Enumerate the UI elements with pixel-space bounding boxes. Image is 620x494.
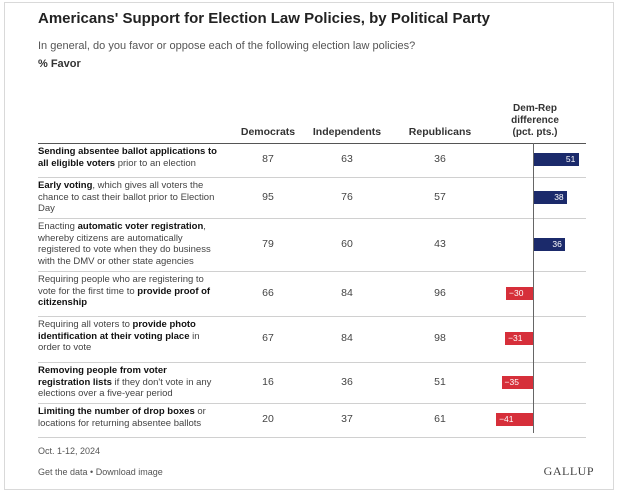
difference-bar-label: 36	[552, 239, 562, 249]
difference-bar	[505, 332, 533, 345]
policy-label-text: , whereby citizens are automatically reg…	[38, 221, 211, 267]
download-image-link[interactable]: Download image	[95, 467, 163, 477]
policy-label: Limiting the number of drop boxes or loc…	[38, 406, 218, 429]
difference-bar-label: −31	[508, 333, 523, 343]
row-divider	[38, 271, 586, 272]
column-header-democrats: Democrats	[240, 126, 296, 138]
policy-label-text: in order to vote	[38, 330, 200, 354]
difference-bar	[533, 238, 566, 251]
policy-label-text: Enacting	[38, 221, 78, 232]
policy-label-emphasis: provide photo identification at their vo…	[38, 319, 196, 342]
header-divider	[38, 143, 586, 144]
difference-bar	[533, 153, 579, 166]
footer-links: Get the data • Download image	[38, 467, 163, 477]
policy-label-emphasis: provide proof of citizenship	[38, 285, 211, 309]
difference-zero-axis	[533, 143, 534, 433]
table-row: Enacting automatic voter registration, w…	[38, 218, 586, 271]
get-data-link[interactable]: Get the data	[38, 467, 88, 477]
difference-bar	[506, 287, 533, 300]
value-dem: 20	[262, 413, 274, 425]
table-row: Limiting the number of drop boxes or loc…	[38, 403, 586, 437]
value-dem: 16	[262, 376, 274, 388]
footer-separator: •	[87, 467, 96, 477]
chart-subtitle: In general, do you favor or oppose each …	[38, 40, 416, 52]
policy-label-text: Requiring all voters to	[38, 319, 133, 330]
policy-label-emphasis: Early voting	[38, 180, 93, 191]
difference-bar	[496, 413, 533, 426]
policy-label: Removing people from voter registration …	[38, 365, 218, 400]
value-ind: 84	[341, 332, 353, 344]
value-dem: 79	[262, 238, 274, 250]
value-ind: 84	[341, 287, 353, 299]
value-rep: 36	[434, 153, 446, 165]
unit-label: % Favor	[38, 58, 81, 70]
difference-bar-label: −35	[504, 377, 519, 387]
value-rep: 57	[434, 191, 446, 203]
value-rep: 43	[434, 238, 446, 250]
value-rep: 61	[434, 413, 446, 425]
survey-date: Oct. 1-12, 2024	[38, 446, 101, 456]
value-dem: 67	[262, 332, 274, 344]
value-ind: 63	[341, 153, 353, 165]
gallup-logo: GALLUP	[543, 464, 594, 478]
value-ind: 36	[341, 376, 353, 388]
policy-label-emphasis: Removing people from voter registration …	[38, 365, 167, 388]
policy-label-text: , which gives all voters the chance to c…	[38, 180, 215, 214]
difference-header-line: Dem-Rep	[513, 103, 557, 114]
column-header-difference: Dem-Rep difference (pct. pts.)	[490, 103, 580, 139]
difference-bar	[533, 191, 568, 204]
policy-label-text: prior to an election	[115, 157, 196, 169]
difference-header-line: (pct. pts.)	[512, 127, 558, 138]
value-rep: 96	[434, 287, 446, 299]
policy-label-text: Requiring people who are registering to …	[38, 274, 204, 297]
difference-bar	[501, 376, 533, 389]
table-row: Early voting, which gives all voters the…	[38, 177, 586, 218]
value-dem: 66	[262, 287, 274, 299]
difference-bar-label: −41	[499, 414, 514, 424]
policy-label-emphasis: Sending absentee ballot applications to …	[38, 146, 217, 169]
policy-label: Enacting automatic voter registration, w…	[38, 221, 218, 267]
value-ind: 37	[341, 413, 353, 425]
policy-label-text: if they don't vote in any elections over…	[38, 376, 212, 400]
policy-label: Sending absentee ballot applications to …	[38, 146, 218, 169]
table-row: Removing people from voter registration …	[38, 362, 586, 403]
policy-label: Early voting, which gives all voters the…	[38, 180, 218, 215]
row-divider	[38, 437, 586, 438]
value-ind: 76	[341, 191, 353, 203]
difference-bar-label: 38	[554, 192, 564, 202]
table-row: Sending absentee ballot applications to …	[38, 143, 586, 177]
policy-label: Requiring people who are registering to …	[38, 274, 218, 309]
column-header-independents: Independents	[312, 126, 382, 138]
column-header-republicans: Republicans	[408, 126, 472, 138]
value-rep: 51	[434, 376, 446, 388]
value-ind: 60	[341, 238, 353, 250]
policy-label-emphasis: Limiting the number of drop boxes	[38, 406, 195, 417]
row-divider	[38, 218, 586, 219]
chart-frame	[4, 2, 614, 490]
chart-title: Americans' Support for Election Law Poli…	[38, 10, 491, 27]
difference-header-line: difference	[511, 115, 559, 126]
difference-bar-label: −30	[509, 288, 524, 298]
row-divider	[38, 403, 586, 404]
row-divider	[38, 362, 586, 363]
row-divider	[38, 316, 586, 317]
row-divider	[38, 177, 586, 178]
policy-label-emphasis: automatic voter registration	[77, 221, 204, 232]
table-row: Requiring people who are registering to …	[38, 271, 586, 316]
value-dem: 95	[262, 191, 274, 203]
policy-label-text: or locations for returning absentee ball…	[38, 406, 206, 429]
difference-bar-label: 51	[565, 154, 576, 164]
value-dem: 87	[262, 153, 274, 165]
value-rep: 98	[434, 332, 446, 344]
policy-label: Requiring all voters to provide photo id…	[38, 319, 218, 354]
table-row: Requiring all voters to provide photo id…	[38, 316, 586, 362]
